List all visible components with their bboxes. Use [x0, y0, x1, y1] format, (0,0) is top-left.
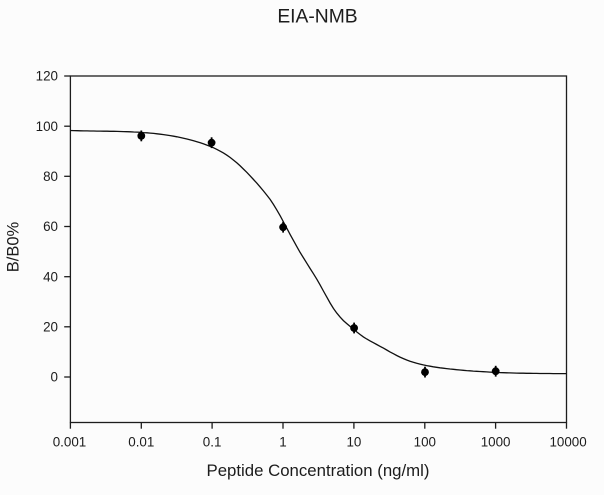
svg-text:20: 20: [43, 320, 58, 335]
svg-text:B/B0%: B/B0%: [5, 221, 23, 272]
svg-text:0.001: 0.001: [53, 435, 87, 450]
svg-text:0: 0: [51, 370, 58, 385]
svg-text:10: 10: [346, 435, 361, 450]
svg-text:0.1: 0.1: [203, 435, 222, 450]
svg-text:Peptide Concentration (ng/ml): Peptide Concentration (ng/ml): [207, 461, 430, 480]
svg-text:100: 100: [36, 119, 58, 134]
svg-text:80: 80: [43, 169, 58, 184]
svg-text:40: 40: [43, 269, 58, 284]
svg-text:0.01: 0.01: [128, 435, 154, 450]
svg-text:100: 100: [414, 435, 436, 450]
svg-text:1000: 1000: [481, 435, 511, 450]
svg-text:EIA-NMB: EIA-NMB: [277, 7, 357, 28]
svg-text:1: 1: [279, 435, 286, 450]
svg-text:120: 120: [36, 69, 58, 84]
svg-text:60: 60: [43, 219, 58, 234]
svg-text:10000: 10000: [549, 435, 586, 450]
